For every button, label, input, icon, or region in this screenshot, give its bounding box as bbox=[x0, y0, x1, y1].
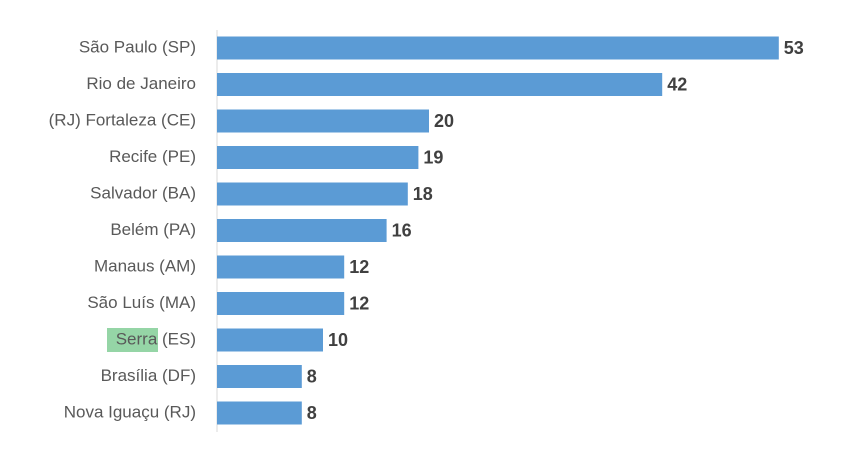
category-label: São Luís (MA) bbox=[87, 293, 196, 312]
bar bbox=[217, 146, 419, 169]
category-label: São Paulo (SP) bbox=[79, 37, 196, 56]
category-label: Serra (ES) bbox=[116, 329, 196, 348]
value-label: 19 bbox=[423, 147, 443, 167]
value-label: 16 bbox=[392, 220, 412, 240]
value-label: 20 bbox=[434, 111, 454, 131]
value-label: 10 bbox=[328, 330, 348, 350]
bar bbox=[217, 73, 663, 96]
bar bbox=[217, 182, 408, 206]
category-label: Nova Iguaçu (RJ) bbox=[64, 402, 196, 421]
bar bbox=[217, 36, 779, 60]
category-label: Brasília (DF) bbox=[101, 366, 196, 385]
value-label: 18 bbox=[413, 184, 433, 204]
value-label: 8 bbox=[307, 403, 317, 423]
value-label: 42 bbox=[667, 74, 687, 94]
value-label: 12 bbox=[349, 293, 369, 313]
value-label: 12 bbox=[349, 257, 369, 277]
category-label: Belém (PA) bbox=[110, 220, 196, 239]
value-label: 8 bbox=[307, 366, 317, 386]
bar bbox=[217, 255, 345, 279]
category-label: Recife (PE) bbox=[109, 147, 196, 166]
category-label: Salvador (BA) bbox=[90, 183, 196, 202]
bar bbox=[217, 401, 302, 425]
category-label: Manaus (AM) bbox=[94, 256, 196, 275]
label-highlight bbox=[107, 328, 158, 352]
bar bbox=[217, 365, 302, 388]
value-label: 53 bbox=[784, 38, 804, 58]
bar bbox=[217, 328, 323, 352]
bar bbox=[217, 219, 387, 242]
bar bbox=[217, 292, 345, 315]
category-label: Rio de Janeiro bbox=[86, 74, 196, 93]
category-label: (RJ) Fortaleza (CE) bbox=[49, 110, 196, 129]
bar bbox=[217, 109, 429, 133]
